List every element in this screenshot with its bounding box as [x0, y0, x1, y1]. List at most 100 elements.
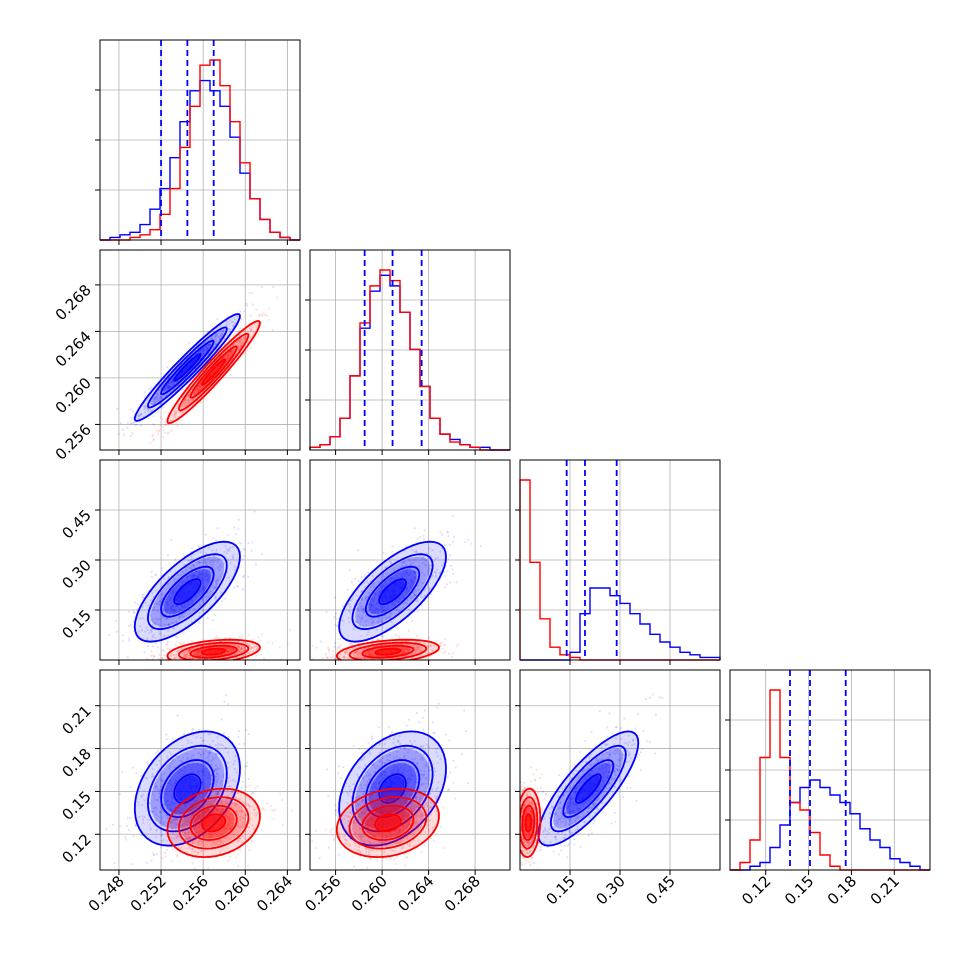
- scatter-point: [227, 559, 230, 562]
- scatter-point: [211, 619, 214, 622]
- scatter-point: [227, 338, 231, 341]
- scatter-point: [246, 864, 250, 867]
- scatter-point: [434, 574, 438, 577]
- scatter-point: [402, 651, 405, 654]
- scatter-point: [253, 323, 256, 326]
- scatter-point: [410, 579, 413, 582]
- scatter-point: [131, 863, 134, 866]
- scatter-point: [188, 831, 191, 834]
- scatter-point: [199, 574, 202, 577]
- scatter-point: [182, 872, 184, 874]
- scatter-point: [159, 834, 162, 837]
- scatter-point: [174, 611, 177, 615]
- scatter-point: [215, 585, 218, 588]
- scatter-point: [191, 564, 194, 567]
- scatter-point: [175, 422, 178, 425]
- scatter-point: [186, 576, 189, 579]
- scatter-point: [402, 650, 405, 654]
- scatter-point: [225, 650, 228, 654]
- scatter-point: [216, 808, 219, 811]
- scatter-point: [199, 382, 202, 385]
- scatter-point: [187, 394, 190, 397]
- scatter-point: [333, 657, 336, 660]
- scatter-point: [162, 616, 165, 620]
- scatter-point: [197, 834, 200, 837]
- scatter-point: [401, 574, 404, 578]
- scatter-point: [363, 620, 366, 623]
- scatter-point: [439, 645, 442, 648]
- scatter-point: [205, 803, 208, 806]
- scatter-point: [220, 599, 223, 603]
- scatter-point: [414, 651, 417, 655]
- scatter-point: [162, 436, 165, 439]
- scatter-point: [205, 574, 208, 577]
- scatter-point: [384, 606, 387, 609]
- scatter-point: [149, 828, 152, 832]
- contour-series-b: [189, 644, 238, 659]
- scatter-point: [152, 438, 155, 441]
- scatter-point: [409, 585, 412, 588]
- scatter-point: [190, 558, 193, 561]
- scatter-point: [198, 650, 201, 653]
- scatter-point: [173, 609, 176, 612]
- scatter-point: [166, 605, 169, 608]
- scatter-point: [146, 657, 149, 660]
- scatter-point: [221, 833, 224, 836]
- scatter-point: [380, 620, 383, 623]
- scatter-point: [204, 792, 207, 795]
- scatter-point: [176, 636, 179, 639]
- scatter-point: [279, 792, 282, 795]
- scatter-point: [361, 605, 364, 608]
- scatter-point: [167, 386, 170, 389]
- scatter-point: [169, 780, 172, 783]
- scatter-point: [238, 348, 241, 351]
- scatter-point: [172, 604, 175, 607]
- scatter-point: [406, 577, 409, 580]
- scatter-point: [156, 398, 159, 401]
- scatter-point: [373, 593, 376, 596]
- scatter-point: [228, 323, 231, 326]
- scatter-point: [415, 649, 418, 652]
- scatter-point: [208, 777, 211, 780]
- scatter-point: [202, 609, 205, 612]
- scatter-point: [255, 326, 258, 329]
- scatter-point: [168, 594, 171, 597]
- scatter-point: [362, 607, 365, 610]
- scatter-point: [203, 595, 206, 598]
- scatter-point: [148, 632, 151, 635]
- scatter-point: [180, 419, 183, 422]
- scatter-point: [367, 651, 370, 654]
- scatter-point: [422, 562, 425, 565]
- scatter-point: [167, 603, 170, 606]
- scatter-point: [239, 345, 242, 348]
- scatter-point: [370, 649, 373, 653]
- scatter-point: [170, 538, 173, 541]
- scatter-point: [371, 624, 374, 627]
- scatter-point: [202, 804, 205, 807]
- scatter-point: [229, 648, 232, 651]
- scatter-point: [195, 823, 198, 826]
- scatter-point: [147, 604, 150, 607]
- scatter-point: [325, 611, 328, 614]
- scatter-point: [176, 584, 179, 587]
- scatter-point: [205, 569, 208, 572]
- scatter-point: [168, 592, 171, 596]
- scatter-point: [152, 609, 155, 612]
- scatter-point: [207, 772, 211, 775]
- scatter-point: [232, 648, 235, 652]
- scatter-point: [348, 603, 352, 606]
- scatter-point: [156, 646, 159, 649]
- scatter-point: [224, 814, 227, 817]
- scatter-point: [176, 573, 180, 577]
- scatter-point: [209, 343, 212, 346]
- scatter-point: [186, 752, 189, 755]
- scatter-point: [140, 424, 143, 427]
- scatter-point: [203, 576, 206, 579]
- scatter-point: [237, 640, 240, 643]
- scatter-point: [428, 547, 431, 550]
- scatter-point: [168, 779, 171, 782]
- scatter-point: [375, 601, 379, 605]
- scatter-point: [170, 429, 173, 432]
- scatter-point: [194, 806, 197, 810]
- scatter-point: [251, 638, 254, 641]
